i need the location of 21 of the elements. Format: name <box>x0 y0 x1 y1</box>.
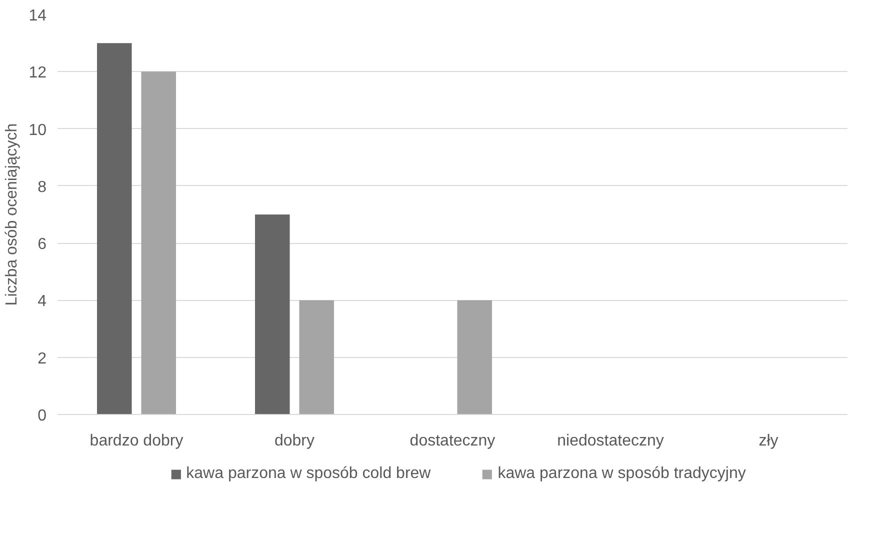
y-tick-label: 6 <box>38 236 47 254</box>
y-axis-title: Liczba osób oceniających <box>4 123 21 306</box>
y-tick-label: 0 <box>38 408 47 424</box>
x-tick-label: dobry <box>274 432 315 450</box>
y-tick-label: 14 <box>28 8 47 24</box>
y-tick-label: 10 <box>28 122 47 139</box>
bar <box>97 43 132 414</box>
bar <box>299 300 334 414</box>
bar <box>141 72 176 414</box>
legend-label: kawa parzona w sposób cold brew <box>186 465 431 483</box>
x-tick-label: bardzo dobry <box>90 432 184 450</box>
x-tick-label: dostateczny <box>410 432 496 450</box>
y-tick-label: 8 <box>38 178 47 196</box>
x-tick-label: niedostateczny <box>557 432 664 450</box>
y-tick-label: 12 <box>28 64 47 82</box>
x-tick-label: zły <box>758 432 778 450</box>
y-tick-label: 4 <box>38 293 47 310</box>
y-tick-label: 2 <box>38 350 47 368</box>
bar <box>457 300 492 414</box>
bar <box>255 214 290 414</box>
legend-label: kawa parzona w sposób tradycyjny <box>498 465 746 483</box>
